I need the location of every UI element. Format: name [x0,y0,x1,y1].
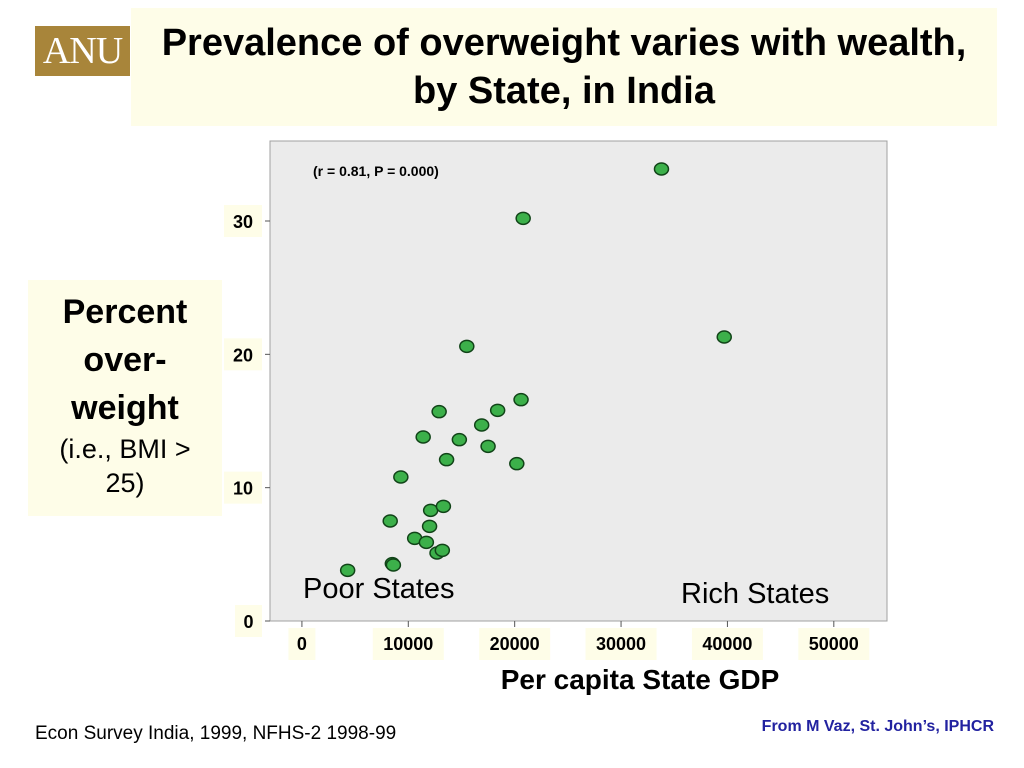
y-tick-label-bg [235,605,262,637]
x-tick-label: 0 [297,634,307,654]
x-tick-label: 20000 [490,634,540,654]
y-tick-label: 20 [233,345,253,365]
data-point [418,535,435,550]
x-tick-label-bg [585,628,657,660]
data-point [422,503,439,518]
correlation-annotation: (r = 0.81, P = 0.000) [313,163,439,179]
data-point [515,211,531,226]
source-citation: Econ Survey India, 1999, NFHS-2 1998-99 [35,723,397,744]
data-point [385,558,402,572]
x-tick-label-bg [798,628,870,660]
data-point [509,456,525,471]
data-point [451,432,468,447]
y-tick-label: 0 [243,612,253,632]
x-tick-label: 10000 [383,634,433,654]
data-points [339,162,732,578]
x-tick-label: 50000 [809,634,859,654]
x-tick-label: 40000 [702,634,752,654]
data-point [480,439,496,454]
anu-logo: ANU [35,26,130,76]
data-point [431,404,447,419]
y-axis-label: Percent over-weight [62,293,188,427]
credit-line: From M Vaz, St. John’s, IPHCR [761,718,994,735]
data-point [393,470,409,484]
y-tick-label-bg [224,338,262,371]
poor-states-label: Poor States [303,573,455,605]
title-box: Prevalence of overweight varies with wea… [131,8,997,126]
data-point [513,392,529,407]
data-point [421,519,438,534]
x-tick-label: 30000 [596,634,646,654]
data-point [435,499,452,514]
y-tick-label: 10 [233,479,253,499]
data-point [415,430,431,444]
y-tick-label-bg [224,205,262,237]
x-tick-label-bg [691,628,763,660]
y-axis-label-box: Percent over-weight (i.e., BMI > 25) [28,280,222,516]
x-tick-label-bg [479,628,551,660]
axes: 0 10 20 30 0 10000 20000 30000 40000 50000 [224,205,870,660]
y-tick-label: 30 [233,212,253,232]
y-axis-sublabel: (i.e., BMI > 25) [59,434,191,498]
y-tick-label-bg [224,471,262,504]
x-axis-label: Per capita State GDP [500,664,780,695]
data-point [716,330,732,344]
data-point [339,563,356,578]
x-tick-label-bg [372,628,444,660]
x-tick-label-bg [288,628,316,660]
data-point [382,514,398,528]
data-point [434,543,451,558]
plot-area [269,140,888,622]
data-point [653,162,670,176]
rich-states-label: Rich States [681,578,829,610]
data-point [473,418,490,432]
logo-text: ANU [42,30,123,72]
slide-title: Prevalence of overweight varies with wea… [161,22,967,112]
data-point [459,339,475,354]
data-point [489,403,506,418]
data-point [438,452,455,467]
